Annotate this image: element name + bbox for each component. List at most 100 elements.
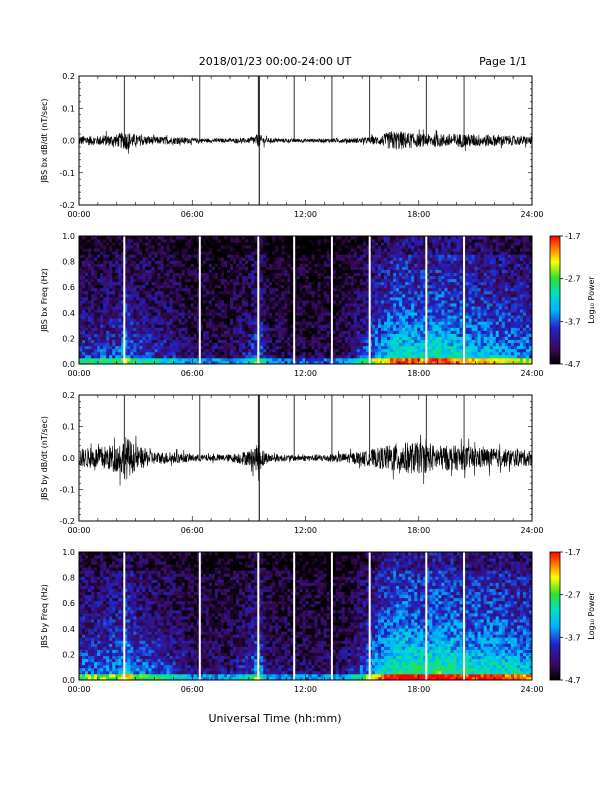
spectrogram-cell bbox=[158, 236, 161, 239]
spectrogram-cell bbox=[287, 263, 290, 266]
spectrogram-cell bbox=[151, 300, 154, 303]
spectrogram-cell bbox=[158, 251, 161, 254]
spectrogram-cell bbox=[142, 352, 145, 355]
spectrogram-cell bbox=[393, 358, 396, 361]
spectrogram-cell bbox=[375, 285, 378, 288]
spectrogram-cell bbox=[173, 300, 176, 303]
spectrogram-cell bbox=[203, 297, 206, 300]
spectrogram-cell bbox=[312, 245, 315, 248]
spectrogram-cell bbox=[321, 303, 324, 306]
spectrogram-cell bbox=[127, 276, 130, 279]
spectrogram-cell bbox=[254, 288, 257, 291]
spectrogram-cell bbox=[417, 312, 420, 315]
spectrogram-cell bbox=[106, 318, 109, 321]
spectrogram-cell bbox=[251, 236, 254, 239]
spectrogram-cell bbox=[164, 337, 167, 340]
spectrogram-cell bbox=[302, 297, 305, 300]
spectrogram-cell bbox=[203, 270, 206, 273]
page-title: 2018/01/23 00:00-24:00 UT bbox=[199, 55, 352, 68]
spectrogram-cell bbox=[136, 251, 139, 254]
spectrogram-cell bbox=[79, 294, 82, 297]
spectrogram-cell bbox=[88, 330, 91, 333]
spectrogram-cell bbox=[360, 315, 363, 318]
spectrogram-cell bbox=[182, 285, 185, 288]
spectrogram-cell bbox=[302, 321, 305, 324]
spectrogram-cell bbox=[327, 236, 330, 239]
spectrogram-cell bbox=[170, 236, 173, 239]
spectrogram-cell bbox=[188, 334, 191, 337]
spectrogram-cell bbox=[321, 239, 324, 242]
spectrogram-cell bbox=[360, 248, 363, 251]
spectrogram-cell bbox=[191, 340, 194, 343]
spectrogram-cell bbox=[251, 245, 254, 248]
spectrogram-cell bbox=[381, 297, 384, 300]
spectrogram-cell bbox=[312, 248, 315, 251]
spectrogram-cell bbox=[296, 297, 299, 300]
spectrogram-cell bbox=[384, 288, 387, 291]
spectrogram-cell bbox=[272, 334, 275, 337]
spectrogram-cell bbox=[414, 273, 417, 276]
spectrogram-cell bbox=[106, 266, 109, 269]
spectrogram-cell bbox=[151, 263, 154, 266]
spectrogram-cell bbox=[130, 334, 133, 337]
spectrogram-cell bbox=[275, 352, 278, 355]
spectrogram-cell bbox=[145, 254, 148, 257]
spectrogram-cell bbox=[420, 327, 423, 330]
spectrogram-cell bbox=[336, 285, 339, 288]
spectrogram-cell bbox=[221, 337, 224, 340]
spectrogram-cell bbox=[269, 285, 272, 288]
spectrogram-cell bbox=[339, 248, 342, 251]
spectrogram-cell bbox=[339, 315, 342, 318]
spectrogram-cell bbox=[242, 257, 245, 260]
spectrogram-cell bbox=[339, 273, 342, 276]
spectrogram-cell bbox=[375, 248, 378, 251]
spectrogram-cell bbox=[251, 334, 254, 337]
spectrogram-cell bbox=[272, 266, 275, 269]
spectrogram-cell bbox=[429, 358, 432, 361]
spectrogram-cell bbox=[372, 270, 375, 273]
spectrogram-cell bbox=[233, 312, 236, 315]
spectrogram-cell bbox=[402, 276, 405, 279]
spectrogram-cell bbox=[378, 263, 381, 266]
spectrogram-cell bbox=[176, 309, 179, 312]
spectrogram-cell bbox=[387, 346, 390, 349]
spectrogram-cell bbox=[312, 352, 315, 355]
spectrogram-cell bbox=[251, 355, 254, 358]
spectrogram-cell bbox=[351, 346, 354, 349]
spectrogram-cell bbox=[112, 263, 115, 266]
spectrogram-cell bbox=[414, 239, 417, 242]
spectrogram-cell bbox=[182, 248, 185, 251]
spectrogram-cell bbox=[112, 355, 115, 358]
spectrogram-cell bbox=[218, 260, 221, 263]
spectrogram-cell bbox=[309, 257, 312, 260]
spectrogram-cell bbox=[79, 257, 82, 260]
spectrogram-cell bbox=[354, 306, 357, 309]
spectrogram-cell bbox=[417, 355, 420, 358]
spectrogram-cell bbox=[324, 309, 327, 312]
spectrogram-cell bbox=[176, 273, 179, 276]
spectrogram-cell bbox=[215, 270, 218, 273]
spectrogram-cell bbox=[85, 330, 88, 333]
spectrogram-cell bbox=[161, 349, 164, 352]
spectrogram-cell bbox=[218, 340, 221, 343]
spectrogram-cell bbox=[148, 294, 151, 297]
spectrogram-cell bbox=[393, 337, 396, 340]
spectrogram-cell bbox=[194, 321, 197, 324]
spectrogram-cell bbox=[133, 285, 136, 288]
spectrogram-cell bbox=[299, 303, 302, 306]
spectrogram-cell bbox=[127, 330, 130, 333]
spectrogram-cell bbox=[248, 309, 251, 312]
spectrogram-cell bbox=[203, 273, 206, 276]
spectrogram-cell bbox=[321, 254, 324, 257]
spectrogram-cell bbox=[176, 257, 179, 260]
spectrogram-cell bbox=[239, 270, 242, 273]
spectrogram-cell bbox=[209, 306, 212, 309]
spectrogram-cell bbox=[115, 282, 118, 285]
spectrogram-cell bbox=[266, 346, 269, 349]
spectrogram-cell bbox=[224, 282, 227, 285]
spectrogram-cell bbox=[414, 297, 417, 300]
spectrogram-cell bbox=[94, 330, 97, 333]
spectrogram-cell bbox=[218, 288, 221, 291]
spectrogram-cell bbox=[118, 270, 121, 273]
spectrogram-cell bbox=[127, 270, 130, 273]
